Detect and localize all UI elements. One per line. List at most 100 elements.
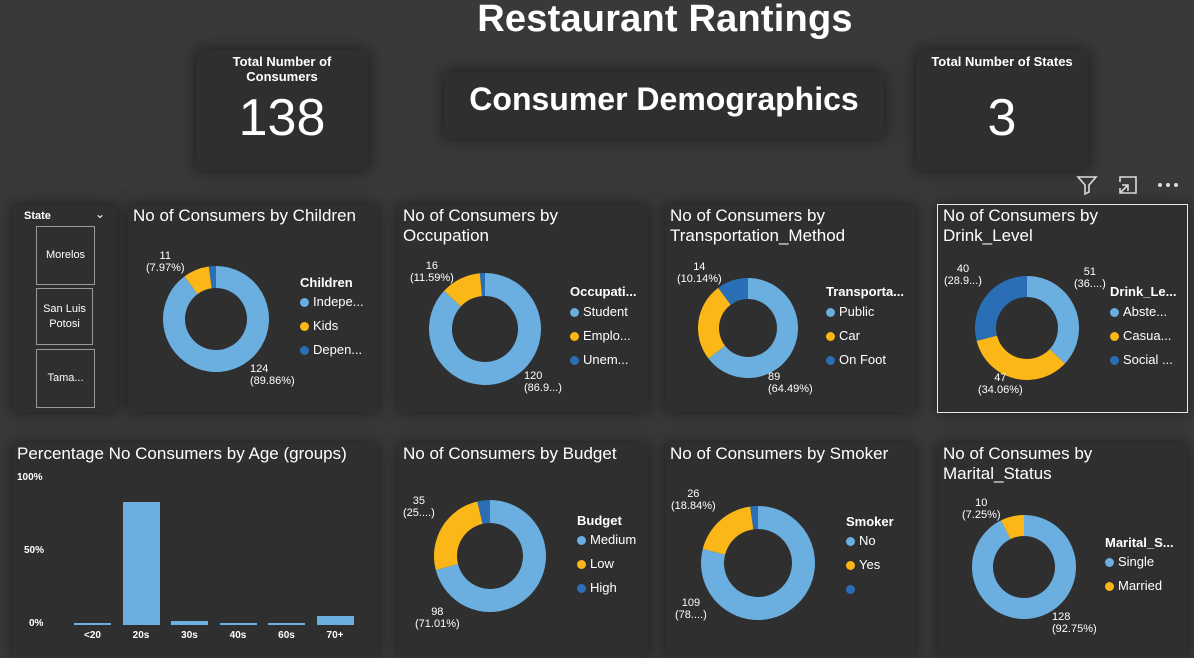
chart-children[interactable]: No of Consumers by Children 11 (7.97%) 12… (128, 205, 378, 412)
legend-item[interactable] (846, 581, 859, 596)
chart-title: No of Consumers by Drink_Level (943, 206, 1098, 245)
legend-item[interactable]: Casua... (1110, 328, 1171, 343)
chart-title: No of Consumers by Children (133, 206, 356, 225)
kpi-value: 3 (987, 89, 1017, 147)
legend-item[interactable]: Abste... (1110, 304, 1167, 319)
kpi-label: Total Number of States (931, 54, 1073, 69)
kpi-total-consumers: Total Number of Consumers 138 (196, 50, 368, 170)
chart-budget[interactable]: No of Consumers by Budget 35 (25....) 98(… (398, 443, 648, 658)
legend-item[interactable]: On Foot (826, 352, 886, 367)
legend-item[interactable]: Yes (846, 557, 880, 572)
legend-item[interactable]: No (846, 533, 876, 548)
more-options-icon[interactable] (1153, 170, 1183, 200)
donut-slice-indepe[interactable] (163, 266, 269, 372)
chart-occupation[interactable]: No of Consumers by Occupation 16 (11.59%)… (398, 205, 648, 412)
chart-smoker[interactable]: No of Consumers by Smoker 26 (18.84%) 109… (665, 443, 915, 658)
legend-title: Transporta... (826, 284, 905, 299)
chart-title: No of Consumes by Marital_Status (943, 444, 1093, 483)
chart-title: No of Consumers by Occupation (403, 206, 558, 245)
legend-item[interactable]: High (577, 580, 617, 595)
legend-item[interactable]: Student (570, 304, 628, 319)
chart-title: No of Consumers by Smoker (670, 444, 889, 463)
slicer-item[interactable]: San Luis Potosi (36, 288, 93, 345)
chart-marital-status[interactable]: No of Consumes by Marital_Status 10 (7.25… (938, 443, 1187, 658)
legend-item[interactable]: Married (1105, 578, 1162, 593)
legend-item[interactable]: Social ... (1110, 352, 1173, 367)
chart-title: No of Consumers by Budget (403, 444, 617, 463)
legend-item[interactable]: Medium (577, 532, 636, 547)
donut-slice-single[interactable] (972, 515, 1076, 619)
donut-slice-public[interactable] (708, 278, 798, 378)
donut-slice-yes[interactable] (702, 506, 754, 555)
legend-item[interactable]: Public (826, 304, 874, 319)
data-label: 16 (11.59%) (410, 260, 454, 284)
donut-slice-car[interactable] (698, 287, 731, 359)
donut-chart (429, 273, 541, 385)
donut-slice-emplo[interactable] (444, 273, 482, 307)
data-label: 124 (89.86%) (250, 363, 295, 387)
kpi-total-states: Total Number of States 3 (916, 50, 1088, 170)
data-label: 40 (28.9...) (944, 263, 982, 287)
legend-item[interactable]: Low (577, 556, 614, 571)
x-tick-label: <20 (84, 630, 101, 641)
chart-title: No of Consumers by Transportation_Method (670, 206, 846, 245)
donut-slice-student[interactable] (429, 273, 541, 385)
legend-item[interactable]: Single (1105, 554, 1154, 569)
legend-item[interactable]: Kids (300, 318, 338, 333)
data-label: 120 (86.9...) (524, 370, 562, 394)
donut-slice-social[interactable] (975, 276, 1027, 341)
legend-item[interactable]: Emplo... (570, 328, 631, 343)
data-label: 11 (7.97%) (146, 250, 185, 274)
donut-slice-casua[interactable] (976, 335, 1066, 380)
kpi-label: Total Number of Consumers (232, 54, 332, 84)
legend-item[interactable]: Car (826, 328, 860, 343)
donut-slice-married[interactable] (1001, 515, 1024, 540)
donut-chart (972, 515, 1076, 619)
state-slicer[interactable]: State ⌄ Morelos San Luis Potosi Tama... (12, 205, 117, 412)
legend-title: Smoker (846, 514, 894, 529)
x-tick-label: 70+ (326, 630, 344, 641)
x-tick-label: 20s (132, 630, 150, 641)
chart-age-groups[interactable]: Percentage No Consumers by Age (groups) … (12, 443, 378, 658)
bar-60s[interactable] (268, 622, 305, 625)
focus-mode-icon[interactable] (1113, 170, 1143, 200)
legend-item[interactable]: Depen... (300, 342, 362, 357)
bar-<20[interactable] (74, 622, 111, 625)
chevron-down-icon[interactable]: ⌄ (95, 207, 106, 221)
slicer-item[interactable]: Morelos (36, 226, 95, 285)
donut-slice-abste[interactable] (1027, 276, 1079, 364)
donut-slice-depen[interactable] (208, 266, 216, 289)
chart-drink-level[interactable]: No of Consumers by Drink_Level 40 (28.9..… (937, 204, 1188, 413)
bar-30s[interactable] (171, 620, 208, 625)
bar-70+[interactable] (316, 616, 354, 625)
donut-slice-medium[interactable] (435, 500, 546, 612)
legend-title: Drink_Le... (1110, 284, 1177, 299)
donut-slice-low[interactable] (434, 501, 483, 570)
data-label: 51 (36....) (1074, 266, 1106, 290)
legend-title: Occupati... (570, 284, 637, 299)
donut-slice-no[interactable] (701, 506, 815, 620)
donut-slice-unem[interactable] (479, 273, 485, 297)
data-label: 128 (92.75%) (1052, 611, 1097, 635)
donut-slice-on-foot[interactable] (718, 278, 748, 305)
slicer-item[interactable]: Tama... (36, 349, 95, 408)
data-label: 10 (7.25%) (962, 497, 1001, 521)
bar-20s[interactable] (122, 501, 160, 625)
legend-item[interactable]: Unem... (570, 352, 629, 367)
donut-slice-unlabeled[interactable] (750, 506, 758, 530)
chart-transportation[interactable]: No of Consumers by Transportation_Method… (665, 205, 915, 412)
x-tick-label: 40s (229, 630, 247, 641)
data-label: 109 (78....) (675, 597, 707, 621)
donut-slice-kids[interactable] (184, 266, 212, 295)
donut-slice-high[interactable] (477, 500, 490, 524)
x-tick-label: 30s (181, 630, 198, 641)
section-banner: Consumer Demographics (444, 72, 884, 138)
legend-item[interactable]: Indepe... (300, 294, 364, 309)
donut-chart (163, 266, 269, 372)
bar-40s[interactable] (219, 622, 257, 625)
donut-chart (434, 500, 546, 612)
data-label: 35 (25....) (403, 495, 435, 519)
legend-title: Children (300, 275, 353, 290)
data-label: 98 (71.01%) (415, 606, 460, 630)
filter-icon[interactable] (1072, 170, 1102, 200)
